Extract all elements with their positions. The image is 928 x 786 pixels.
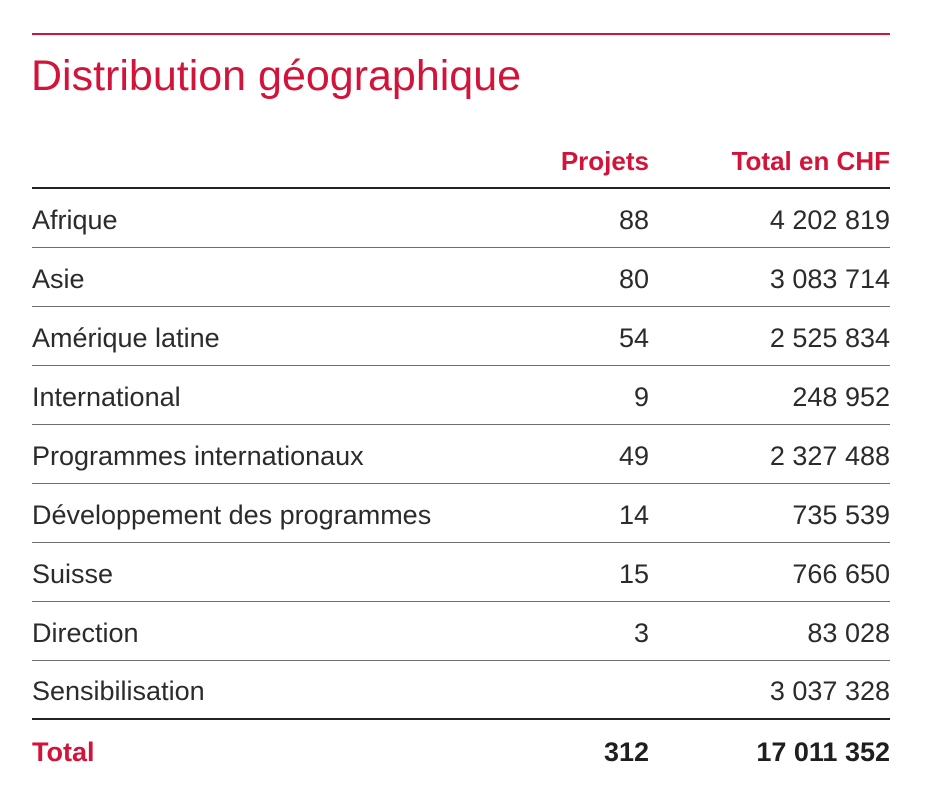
- table-row: International 9 248 952: [32, 366, 890, 425]
- total-projets: 312: [603, 737, 649, 767]
- total-cell: 3 083 714: [769, 264, 890, 294]
- projets-cell: 14: [618, 500, 649, 530]
- top-rule: [32, 33, 890, 35]
- total-chf: 17 011 352: [756, 737, 890, 767]
- total-cell: 248 952: [792, 382, 890, 412]
- projets-cell: 80: [618, 264, 649, 294]
- region-cell: Asie: [32, 264, 85, 294]
- projets-cell: 9: [633, 382, 649, 412]
- table-header-row: Projets Total en CHF: [32, 132, 890, 189]
- region-cell: Développement des programmes: [32, 500, 432, 530]
- page-title: Distribution géographique: [31, 52, 522, 100]
- table-row: Afrique 88 4 202 819: [32, 189, 890, 248]
- projets-cell: 54: [618, 323, 649, 353]
- region-cell: Direction: [32, 618, 139, 648]
- projets-cell: 15: [618, 559, 649, 589]
- table-row: Asie 80 3 083 714: [32, 248, 890, 307]
- projets-cell: 49: [618, 441, 649, 471]
- total-cell: 2 327 488: [769, 441, 890, 471]
- table-row: Amérique latine 54 2 525 834: [32, 307, 890, 366]
- total-cell: 766 650: [792, 559, 890, 589]
- region-cell: Sensibilisation: [32, 676, 205, 706]
- distribution-table: Projets Total en CHF Afrique 88 4 202 81…: [32, 132, 890, 779]
- table-row: Développement des programmes 14 735 539: [32, 484, 890, 543]
- table-row: Programmes internationaux 49 2 327 488: [32, 425, 890, 484]
- region-cell: Amérique latine: [32, 323, 220, 353]
- region-cell: International: [32, 382, 181, 412]
- table-total-row: Total 312 17 011 352: [32, 720, 890, 779]
- table-row: Direction 3 83 028: [32, 602, 890, 661]
- region-cell: Programmes internationaux: [32, 441, 364, 471]
- header-total-chf: Total en CHF: [731, 146, 890, 176]
- region-cell: Afrique: [32, 205, 118, 235]
- total-cell: 83 028: [807, 618, 890, 648]
- table-row: Suisse 15 766 650: [32, 543, 890, 602]
- projets-cell: 3: [633, 618, 649, 648]
- header-projets: Projets: [560, 146, 649, 176]
- total-cell: 3 037 328: [769, 676, 890, 706]
- projets-cell: 88: [618, 205, 649, 235]
- total-cell: 735 539: [792, 500, 890, 530]
- total-label: Total: [32, 737, 95, 767]
- region-cell: Suisse: [32, 559, 114, 589]
- total-cell: 4 202 819: [769, 205, 890, 235]
- total-cell: 2 525 834: [769, 323, 890, 353]
- table-row: Sensibilisation 3 037 328: [32, 661, 890, 720]
